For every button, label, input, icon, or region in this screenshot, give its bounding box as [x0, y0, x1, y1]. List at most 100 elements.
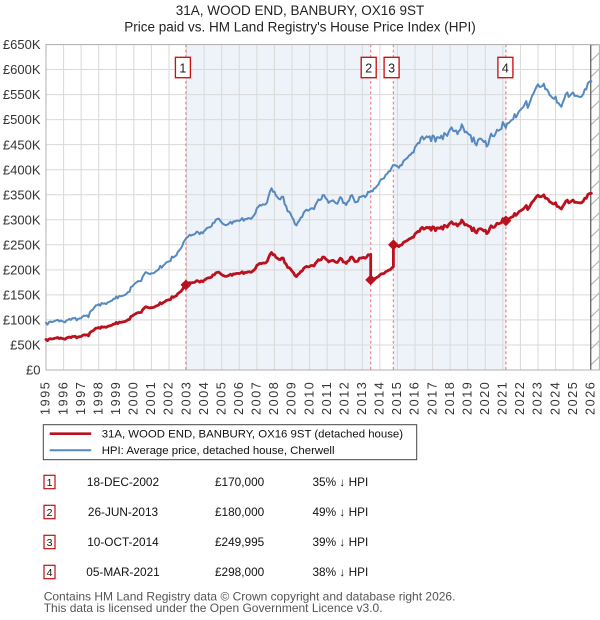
- svg-text:49% ↓ HPI: 49% ↓ HPI: [313, 505, 369, 519]
- svg-text:3: 3: [531, 382, 545, 389]
- svg-text:2: 2: [162, 408, 176, 415]
- svg-text:0: 0: [127, 382, 141, 389]
- svg-text:38% ↓ HPI: 38% ↓ HPI: [313, 565, 369, 579]
- svg-text:6: 6: [232, 382, 246, 389]
- svg-text:9: 9: [39, 399, 53, 406]
- svg-text:2: 2: [496, 408, 510, 415]
- svg-text:0: 0: [531, 399, 545, 406]
- svg-text:0: 0: [566, 399, 580, 406]
- svg-text:0: 0: [162, 391, 176, 398]
- svg-text:2: 2: [214, 408, 228, 415]
- svg-text:£450K: £450K: [3, 137, 41, 152]
- svg-text:2: 2: [548, 391, 562, 398]
- svg-text:1: 1: [179, 61, 186, 75]
- svg-text:0: 0: [583, 399, 597, 406]
- svg-text:0: 0: [302, 399, 316, 406]
- svg-text:£550K: £550K: [3, 87, 41, 102]
- svg-text:26-JUN-2013: 26-JUN-2013: [88, 505, 159, 519]
- svg-text:6: 6: [408, 382, 422, 389]
- svg-text:£400K: £400K: [3, 162, 41, 177]
- svg-text:Price paid vs. HM Land Registr: Price paid vs. HM Land Registry's House …: [124, 19, 475, 34]
- svg-text:9: 9: [91, 391, 105, 398]
- svg-text:05-MAR-2021: 05-MAR-2021: [86, 565, 159, 579]
- svg-text:£50K: £50K: [10, 338, 41, 353]
- svg-text:8: 8: [91, 382, 105, 389]
- svg-text:9: 9: [39, 391, 53, 398]
- svg-text:2: 2: [365, 61, 372, 75]
- svg-text:2: 2: [496, 391, 510, 398]
- svg-text:£150K: £150K: [3, 288, 41, 303]
- svg-text:1: 1: [408, 391, 422, 398]
- svg-text:0: 0: [214, 399, 228, 406]
- svg-text:5: 5: [39, 382, 53, 389]
- svg-text:0: 0: [232, 399, 246, 406]
- svg-text:0: 0: [355, 399, 369, 406]
- svg-text:1: 1: [320, 391, 334, 398]
- svg-text:0: 0: [285, 399, 299, 406]
- svg-text:1: 1: [39, 408, 53, 415]
- svg-text:£250K: £250K: [3, 237, 41, 252]
- svg-text:2: 2: [250, 408, 264, 415]
- svg-text:1: 1: [337, 391, 351, 398]
- svg-text:2: 2: [513, 391, 527, 398]
- svg-text:0: 0: [425, 399, 439, 406]
- svg-text:£650K: £650K: [3, 37, 41, 52]
- svg-text:0: 0: [144, 391, 158, 398]
- svg-text:0: 0: [127, 399, 141, 406]
- svg-text:10-OCT-2014: 10-OCT-2014: [87, 535, 159, 549]
- svg-text:4: 4: [373, 382, 387, 389]
- svg-text:31A, WOOD END, BANBURY, OX16 9: 31A, WOOD END, BANBURY, OX16 9ST (detach…: [102, 429, 404, 441]
- svg-text:£180,000: £180,000: [215, 505, 265, 519]
- svg-text:2: 2: [478, 391, 492, 398]
- svg-text:2: 2: [583, 391, 597, 398]
- svg-text:3: 3: [388, 61, 395, 75]
- svg-text:6: 6: [583, 382, 597, 389]
- svg-text:0: 0: [285, 391, 299, 398]
- svg-text:0: 0: [179, 399, 193, 406]
- svg-text:2: 2: [513, 408, 527, 415]
- svg-text:2: 2: [566, 391, 580, 398]
- svg-text:9: 9: [460, 382, 474, 389]
- svg-text:0: 0: [162, 399, 176, 406]
- svg-text:7: 7: [425, 382, 439, 389]
- svg-text:2: 2: [337, 408, 351, 415]
- svg-text:2: 2: [531, 391, 545, 398]
- svg-text:0: 0: [214, 391, 228, 398]
- svg-text:0: 0: [127, 391, 141, 398]
- svg-text:0: 0: [320, 399, 334, 406]
- svg-text:1: 1: [109, 408, 123, 415]
- svg-text:0: 0: [302, 382, 316, 389]
- svg-text:1: 1: [460, 391, 474, 398]
- svg-text:31A, WOOD END, BANBURY, OX16 9: 31A, WOOD END, BANBURY, OX16 9ST: [176, 3, 425, 18]
- svg-text:£100K: £100K: [3, 313, 41, 328]
- svg-text:1: 1: [425, 391, 439, 398]
- svg-text:2: 2: [373, 408, 387, 415]
- svg-text:0: 0: [478, 382, 492, 389]
- svg-text:£298,000: £298,000: [215, 565, 265, 579]
- svg-text:3: 3: [179, 382, 193, 389]
- svg-text:39% ↓ HPI: 39% ↓ HPI: [313, 535, 369, 549]
- svg-text:0: 0: [197, 391, 211, 398]
- svg-text:£350K: £350K: [3, 187, 41, 202]
- svg-text:HPI: Average price, detached h: HPI: Average price, detached house, Cher…: [102, 445, 335, 457]
- svg-text:5: 5: [566, 382, 580, 389]
- svg-text:1: 1: [390, 391, 404, 398]
- svg-text:2: 2: [355, 408, 369, 415]
- svg-text:2: 2: [162, 382, 176, 389]
- svg-text:2: 2: [302, 408, 316, 415]
- svg-text:1: 1: [56, 408, 70, 415]
- svg-text:0: 0: [443, 399, 457, 406]
- svg-text:9: 9: [56, 391, 70, 398]
- svg-text:1: 1: [355, 391, 369, 398]
- svg-text:0: 0: [267, 399, 281, 406]
- svg-text:6: 6: [56, 382, 70, 389]
- svg-text:8: 8: [267, 382, 281, 389]
- svg-text:0: 0: [337, 399, 351, 406]
- svg-text:1: 1: [320, 382, 334, 389]
- svg-text:£0: £0: [26, 363, 40, 378]
- svg-text:2: 2: [408, 408, 422, 415]
- svg-text:1: 1: [302, 391, 316, 398]
- svg-text:0: 0: [373, 399, 387, 406]
- svg-text:9: 9: [109, 391, 123, 398]
- svg-text:5: 5: [214, 382, 228, 389]
